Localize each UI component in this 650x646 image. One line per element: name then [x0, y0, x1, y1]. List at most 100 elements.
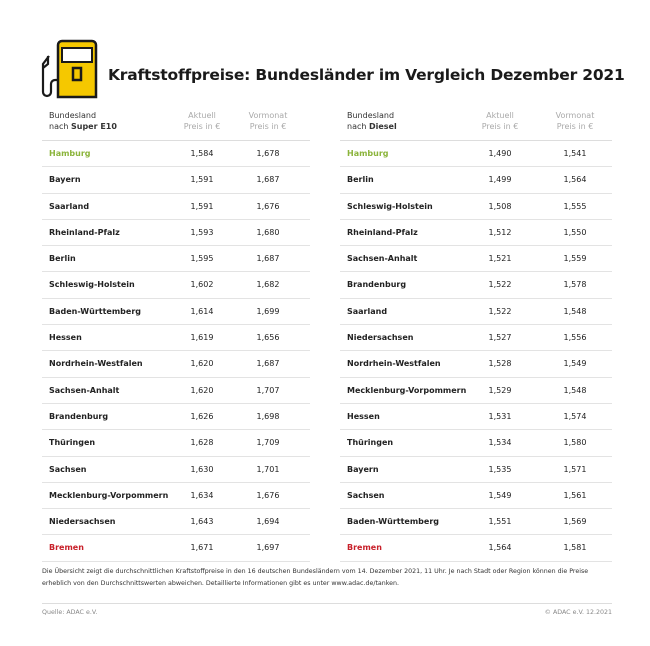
- header-vormonat: Vormonat Preis in €: [248, 111, 288, 131]
- state-name: Mecklenburg-Vorpommern: [347, 385, 467, 395]
- current-price: 1,593: [190, 227, 214, 237]
- table-row: Brandenburg 1,522 1,578: [340, 272, 612, 299]
- previous-month-price: 1,556: [563, 333, 587, 343]
- state-name: Berlin: [347, 175, 374, 185]
- table-row: Schleswig-Holstein 1,508 1,555: [340, 194, 612, 220]
- current-price: 1,602: [190, 280, 214, 290]
- table-row: Baden-Württemberg 1,614 1,699: [42, 299, 310, 326]
- table-row: Hamburg 1,584 1,678: [42, 141, 310, 168]
- table-row: Schleswig-Holstein 1,602 1,682: [42, 272, 310, 299]
- state-name: Niedersachsen: [49, 517, 116, 527]
- previous-month-price: 1,541: [563, 149, 587, 158]
- table-row: Sachsen 1,549 1,561: [340, 483, 612, 510]
- state-name: Hessen: [49, 333, 82, 343]
- header-aktuell: Aktuell Preis in €: [481, 111, 519, 131]
- previous-month-price: 1,687: [256, 254, 280, 264]
- table-row: Rheinland-Pfalz 1,593 1,680: [42, 220, 310, 247]
- previous-month-price: 1,656: [256, 333, 280, 343]
- super-e10-table: Bundesland nach Super E10 Aktuell Preis in…: [42, 110, 310, 562]
- previous-month-price: 1,707: [256, 385, 280, 395]
- current-price: 1,549: [488, 490, 512, 500]
- header-vormonat: Vormonat Preis in €: [555, 111, 595, 131]
- table-row: Sachsen-Anhalt 1,521 1,559: [340, 246, 612, 273]
- current-price: 1,619: [190, 333, 214, 343]
- previous-month-price: 1,574: [563, 411, 587, 421]
- state-name: Rheinland-Pfalz: [347, 227, 418, 237]
- state-name: Baden-Württemberg: [49, 306, 142, 316]
- current-price: 1,584: [190, 149, 214, 158]
- current-price: 1,534: [488, 438, 512, 448]
- previous-month-price: 1,571: [563, 464, 587, 474]
- table-row: Saarland 1,591 1,676: [42, 194, 310, 220]
- state-name: Saarland: [49, 201, 90, 211]
- state-name: Thüringen: [49, 438, 96, 448]
- previous-month-price: 1,678: [256, 149, 280, 158]
- footnote: Die Übersicht zeigt die durchschnittlich…: [42, 568, 589, 587]
- previous-month-price: 1,548: [563, 306, 587, 316]
- diesel-table: Bundesland nach Diesel Aktuell Preis in € …: [340, 110, 612, 562]
- previous-month-price: 1,697: [256, 543, 280, 553]
- current-price: 1,529: [488, 385, 512, 395]
- table-row: Hamburg 1,490 1,541: [340, 141, 612, 168]
- state-name: Baden-Württemberg: [347, 517, 440, 527]
- table-row: Saarland 1,522 1,548: [340, 299, 612, 326]
- table-row: Mecklenburg-Vorpommern 1,634 1,676: [42, 483, 310, 510]
- previous-month-price: 1,699: [256, 306, 280, 316]
- copyright: © ADAC e.V. 12.2021: [544, 609, 612, 616]
- table-row: Niedersachsen 1,527 1,556: [340, 325, 612, 352]
- state-name: Mecklenburg-Vorpommern: [49, 490, 169, 500]
- current-price: 1,535: [488, 464, 512, 474]
- state-name: Nordrhein-Westfalen: [347, 359, 441, 369]
- state-name: Rheinland-Pfalz: [49, 227, 120, 237]
- fuel-pump-icon: [41, 39, 98, 99]
- table-row: Hessen 1,619 1,656: [42, 325, 310, 352]
- previous-month-price: 1,676: [256, 490, 280, 500]
- state-name: Berlin: [49, 254, 76, 264]
- previous-month-price: 1,549: [563, 359, 587, 369]
- table-row: Berlin 1,595 1,687: [42, 246, 310, 273]
- current-price: 1,508: [488, 201, 512, 211]
- previous-month-price: 1,580: [563, 438, 587, 448]
- table-row: Sachsen-Anhalt 1,620 1,707: [42, 378, 310, 404]
- previous-month-price: 1,709: [256, 438, 280, 448]
- state-name: Brandenburg: [347, 280, 407, 290]
- fuel-type: Super E10: [70, 122, 117, 131]
- table-row: Baden-Württemberg 1,551 1,569: [340, 509, 612, 536]
- table-header: Bundesland nach Diesel Aktuell Preis in € …: [340, 110, 612, 141]
- table-row: Bayern 1,535 1,571: [340, 457, 612, 483]
- previous-month-price: 1,561: [563, 490, 587, 500]
- current-price: 1,521: [488, 254, 512, 264]
- header-label: nach: [347, 122, 369, 131]
- state-name: Schleswig-Holstein: [49, 280, 135, 290]
- current-price: 1,643: [190, 517, 214, 527]
- current-price: 1,531: [488, 411, 512, 421]
- current-price: 1,512: [488, 227, 512, 237]
- current-price: 1,620: [190, 385, 214, 395]
- previous-month-price: 1,676: [256, 201, 280, 211]
- current-price: 1,630: [190, 464, 214, 474]
- state-name: Bremen: [347, 543, 382, 553]
- header-bundesland: Bundesland nach Diesel: [347, 110, 397, 132]
- table-header: Bundesland nach Super E10 Aktuell Preis in…: [42, 110, 310, 141]
- current-price: 1,551: [488, 517, 512, 527]
- current-price: 1,522: [488, 306, 512, 316]
- previous-month-price: 1,680: [256, 227, 280, 237]
- header-label: Bundesland: [347, 111, 395, 120]
- current-price: 1,528: [488, 359, 512, 369]
- state-name: Niedersachsen: [347, 333, 414, 343]
- table-row: Nordrhein-Westfalen 1,528 1,549: [340, 351, 612, 378]
- table-row: Bremen 1,671 1,697: [42, 535, 310, 562]
- state-name: Bremen: [49, 543, 84, 553]
- current-price: 1,527: [488, 333, 512, 343]
- table-row: Bremen 1,564 1,581: [340, 535, 612, 562]
- previous-month-price: 1,687: [256, 175, 280, 185]
- current-price: 1,614: [190, 306, 214, 316]
- current-price: 1,671: [190, 543, 214, 553]
- current-price: 1,634: [190, 490, 214, 500]
- current-price: 1,595: [190, 254, 214, 264]
- previous-month-price: 1,694: [256, 517, 280, 527]
- previous-month-price: 1,698: [256, 411, 280, 421]
- table-row: Thüringen 1,628 1,709: [42, 430, 310, 457]
- state-name: Hessen: [347, 411, 380, 421]
